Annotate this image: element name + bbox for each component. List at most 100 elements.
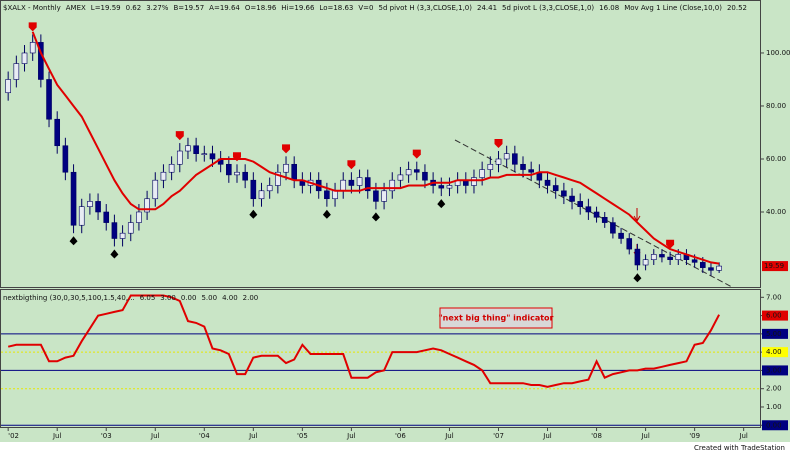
x-tick-label: Jul xyxy=(640,432,650,440)
quote-field: A=19.64 xyxy=(209,4,240,12)
candle-body xyxy=(258,190,265,200)
pivot-high xyxy=(175,131,184,141)
legend-name: 5d pivot H (3,3,CLOSE,1,0) xyxy=(379,4,473,12)
candle-body xyxy=(168,163,175,173)
level-value: 0.00 xyxy=(181,294,197,302)
candle-body xyxy=(405,169,412,176)
pivot-low xyxy=(371,212,380,222)
candle-body xyxy=(364,177,371,192)
y-tick-box xyxy=(762,310,788,321)
candle-body xyxy=(176,150,183,165)
x-tick-label: Jul xyxy=(150,432,160,440)
footer: Created with TradeStation xyxy=(694,444,785,452)
candle-body xyxy=(127,222,134,234)
y-tick-label: 100.00 xyxy=(766,49,790,57)
candle-body xyxy=(691,259,698,263)
y-tick-label: 1.00 xyxy=(766,403,782,411)
price-panel xyxy=(0,0,761,288)
y-tick-box xyxy=(762,328,788,339)
candle-body xyxy=(193,145,199,154)
candle-body xyxy=(495,158,502,165)
candle-body xyxy=(716,265,722,271)
x-tick-label: Jul xyxy=(542,432,552,440)
pivot-low xyxy=(322,209,331,219)
candle-body xyxy=(503,153,510,160)
y-tick-label: 3.00 xyxy=(766,366,782,374)
x-tick-label: '09 xyxy=(689,432,700,440)
candle-body xyxy=(699,262,706,268)
indicator-panel xyxy=(0,289,761,428)
candle-body xyxy=(111,222,118,239)
candle-body xyxy=(389,179,396,192)
candle-body xyxy=(209,153,216,160)
candle-body xyxy=(528,169,534,173)
y-tick-box xyxy=(762,420,788,431)
candle-body xyxy=(95,201,101,213)
candle-body xyxy=(291,163,297,181)
pivot-high xyxy=(494,139,503,149)
candle-body xyxy=(29,42,36,54)
candle-body xyxy=(13,63,20,80)
y-tick-box xyxy=(762,347,788,358)
candle-body xyxy=(544,179,551,186)
candle-body xyxy=(520,163,526,170)
candle-body xyxy=(552,185,559,192)
candle-body xyxy=(675,254,682,261)
y-tick-label: 0.00 xyxy=(766,421,782,429)
pivot-high xyxy=(666,239,675,249)
candle-body xyxy=(413,169,420,173)
pivot-low xyxy=(633,273,642,283)
pivot-low xyxy=(69,236,78,246)
quote-field: $XALX - Monthly xyxy=(3,4,61,12)
candle-body xyxy=(283,163,289,173)
candle-body xyxy=(593,211,600,218)
candle-body xyxy=(708,267,714,271)
x-tick-label: '04 xyxy=(199,432,210,440)
candle-body xyxy=(119,232,126,239)
quote-field: Hi=19.66 xyxy=(281,4,315,12)
candle-body xyxy=(479,169,485,178)
y-tick-label: 2.00 xyxy=(766,385,782,393)
x-tick-label: Jul xyxy=(52,432,62,440)
level-value: 5.00 xyxy=(201,294,217,302)
candle-body xyxy=(487,163,494,170)
x-tick-label: '07 xyxy=(493,432,504,440)
candle-body xyxy=(46,79,52,120)
y-tick-label: 4.00 xyxy=(766,348,782,356)
y-tick-box xyxy=(762,365,788,376)
candle-body xyxy=(601,216,608,223)
quote-field: AMEX xyxy=(66,4,86,12)
candle-body xyxy=(659,254,665,258)
candle-body xyxy=(38,42,44,80)
moving-average xyxy=(31,31,720,265)
last-price-box xyxy=(762,261,788,272)
x-tick-label: '06 xyxy=(395,432,406,440)
pivot-low xyxy=(437,199,446,209)
level-value: 2.00 xyxy=(243,294,259,302)
candle-body xyxy=(381,190,387,202)
indicator-line xyxy=(7,294,720,388)
candle-body xyxy=(634,248,641,266)
candle-body xyxy=(54,118,61,147)
quote-field: 0.62 xyxy=(126,4,142,12)
candle-body xyxy=(87,201,93,207)
candle-body xyxy=(512,153,518,165)
candle-body xyxy=(144,198,150,213)
candle-body xyxy=(642,259,649,266)
candle-body xyxy=(70,171,77,226)
pivot-low xyxy=(249,209,258,219)
legend-value: 24.41 xyxy=(477,4,497,12)
candle-body xyxy=(348,179,355,186)
candle-body xyxy=(332,190,338,200)
y-tick-label: 5.00 xyxy=(766,330,782,338)
pivot-high xyxy=(347,160,356,170)
x-tick-label: Jul xyxy=(444,432,454,440)
indicator-value: 6.05 xyxy=(140,294,156,302)
level-value: 4.00 xyxy=(222,294,238,302)
candle-body xyxy=(21,52,28,64)
indicator-title: nextbigthing (30,0,30,5,100,1.5,40,... xyxy=(3,294,135,302)
x-tick-label: Jul xyxy=(738,432,748,440)
candle-body xyxy=(136,211,142,223)
pivot-low xyxy=(110,249,119,259)
